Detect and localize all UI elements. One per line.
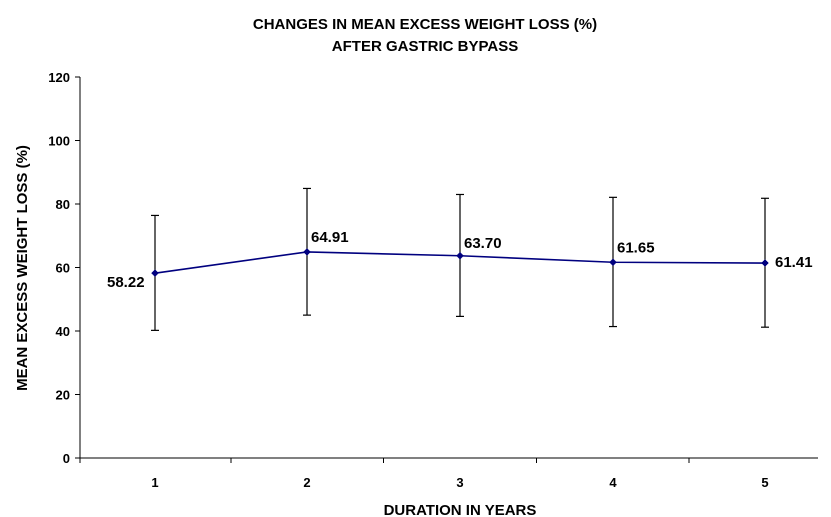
data-point-marker <box>761 259 769 267</box>
data-point-marker <box>303 248 311 256</box>
x-tick-label: 1 <box>151 475 158 490</box>
chart-title-line-2: AFTER GASTRIC BYPASS <box>332 38 518 55</box>
x-tick-label: 3 <box>456 475 463 490</box>
y-axis-label: MEAN EXCESS WEIGHT LOSS (%) <box>14 145 31 391</box>
data-point-marker <box>609 258 617 267</box>
x-tick-label: 4 <box>609 475 617 490</box>
y-tick-label: 40 <box>56 324 70 339</box>
y-tick-label: 20 <box>56 388 70 403</box>
x-axis-ticks: 1 2 3 4 5 <box>79 458 769 490</box>
data-point-marker <box>151 269 159 278</box>
y-tick-label: 80 <box>56 197 70 212</box>
x-tick-label: 5 <box>761 475 768 490</box>
data-label: 58.22 <box>107 274 145 291</box>
y-tick-label: 0 <box>63 451 70 466</box>
x-tick-label: 2 <box>303 475 310 490</box>
data-label: 61.65 <box>617 239 655 256</box>
data-point-marker <box>456 251 464 260</box>
y-tick-label: 120 <box>48 70 70 85</box>
y-axis-ticks: 0 20 40 60 80 100 120 <box>48 70 80 466</box>
data-label: 64.91 <box>311 229 349 246</box>
data-label: 61.41 <box>775 254 813 271</box>
y-tick-label: 60 <box>56 261 70 276</box>
y-tick-label: 100 <box>48 134 70 149</box>
chart-title-line-1: CHANGES IN MEAN EXCESS WEIGHT LOSS (%) <box>253 16 597 33</box>
series-markers <box>151 248 769 278</box>
x-axis-label: DURATION IN YEARS <box>384 502 537 517</box>
data-labels: 58.22 64.91 63.70 61.65 61.41 <box>107 229 813 291</box>
data-label: 63.70 <box>464 235 502 252</box>
